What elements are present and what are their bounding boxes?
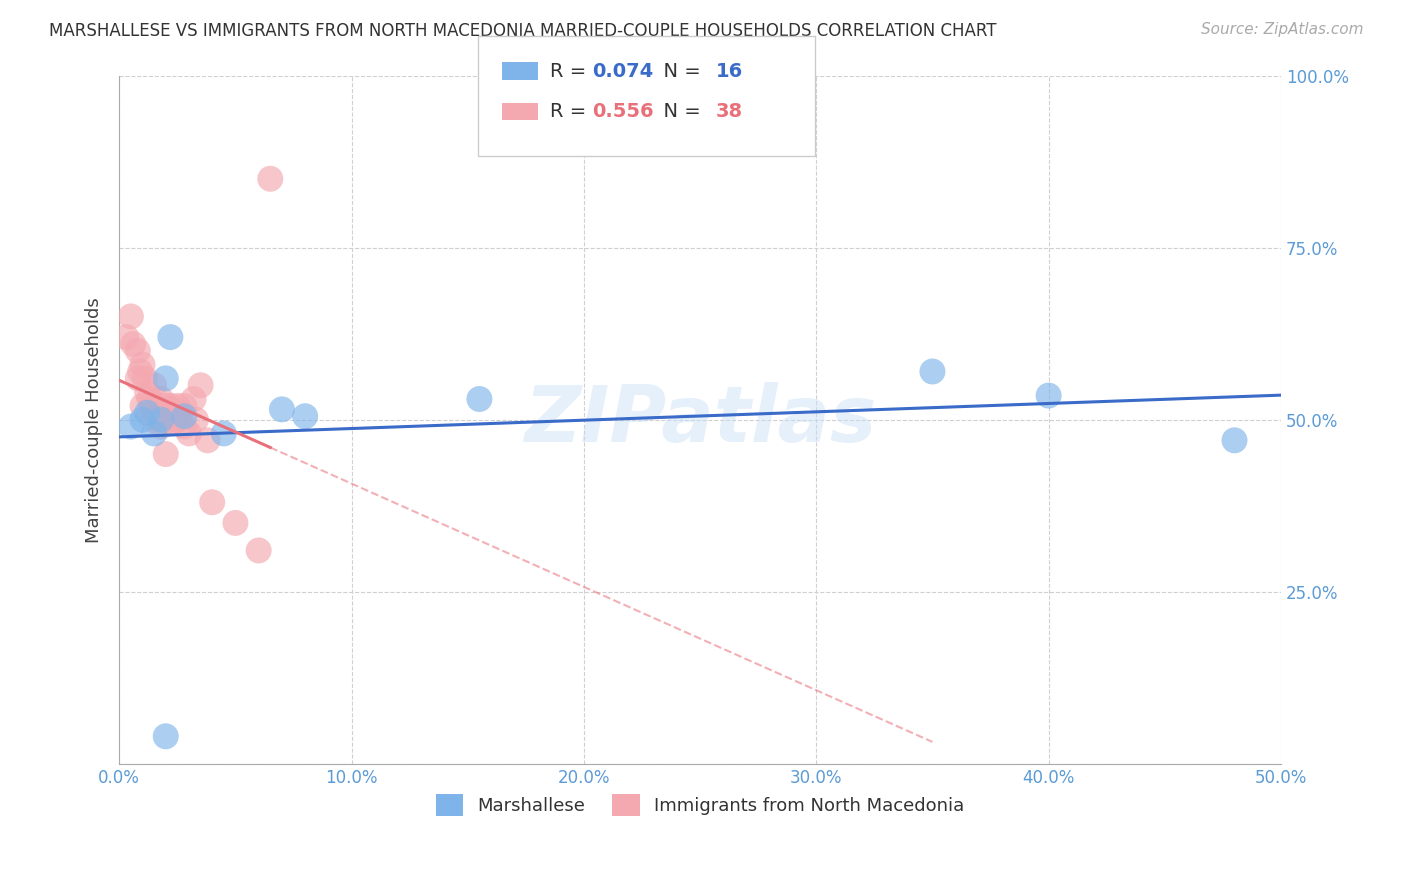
Text: Source: ZipAtlas.com: Source: ZipAtlas.com <box>1201 22 1364 37</box>
Point <box>131 412 153 426</box>
Point <box>155 371 177 385</box>
Point <box>152 412 174 426</box>
Point <box>190 378 212 392</box>
Point <box>120 419 142 434</box>
Point <box>1038 388 1060 402</box>
Point <box>138 392 160 406</box>
Point <box>134 371 156 385</box>
Point <box>271 402 294 417</box>
Point <box>247 543 270 558</box>
Y-axis label: Married-couple Households: Married-couple Households <box>86 297 103 542</box>
Text: R =: R = <box>550 102 592 121</box>
Point <box>136 406 159 420</box>
Text: ZIPatlas: ZIPatlas <box>524 382 876 458</box>
Point <box>115 330 138 344</box>
Point <box>155 729 177 743</box>
Point <box>131 358 153 372</box>
Point <box>150 419 173 434</box>
Point <box>143 378 166 392</box>
Point <box>177 426 200 441</box>
Legend: Marshallese, Immigrants from North Macedonia: Marshallese, Immigrants from North Maced… <box>429 787 972 823</box>
Point <box>141 399 163 413</box>
Point <box>143 412 166 426</box>
Point <box>921 364 943 378</box>
Point <box>166 399 188 413</box>
Point <box>157 406 180 420</box>
Point <box>150 392 173 406</box>
Point <box>224 516 246 530</box>
Text: N =: N = <box>651 102 707 121</box>
Text: 38: 38 <box>716 102 742 121</box>
Point <box>162 416 184 430</box>
Text: N =: N = <box>651 62 707 81</box>
Point <box>155 399 177 413</box>
Point <box>184 412 207 426</box>
Point <box>136 385 159 400</box>
Point <box>159 399 181 413</box>
Point <box>294 409 316 424</box>
Point <box>201 495 224 509</box>
Point <box>259 171 281 186</box>
Point <box>173 409 195 424</box>
Text: R =: R = <box>550 62 592 81</box>
Point <box>120 310 142 324</box>
Point <box>212 426 235 441</box>
Text: 16: 16 <box>716 62 742 81</box>
Point <box>150 412 173 426</box>
Point <box>131 399 153 413</box>
Text: MARSHALLESE VS IMMIGRANTS FROM NORTH MACEDONIA MARRIED-COUPLE HOUSEHOLDS CORRELA: MARSHALLESE VS IMMIGRANTS FROM NORTH MAC… <box>49 22 997 40</box>
Point <box>173 419 195 434</box>
Point <box>155 447 177 461</box>
Point <box>129 364 152 378</box>
Text: 0.556: 0.556 <box>592 102 654 121</box>
Point <box>122 337 145 351</box>
Point <box>166 412 188 426</box>
Point <box>143 426 166 441</box>
Point <box>197 434 219 448</box>
Point <box>173 399 195 413</box>
Point <box>169 406 191 420</box>
Point <box>468 392 491 406</box>
Point <box>145 406 167 420</box>
Point <box>127 343 149 358</box>
Point <box>1223 434 1246 448</box>
Point <box>159 330 181 344</box>
Point <box>127 371 149 385</box>
Point <box>155 412 177 426</box>
Point <box>183 392 205 406</box>
Text: 0.074: 0.074 <box>592 62 654 81</box>
